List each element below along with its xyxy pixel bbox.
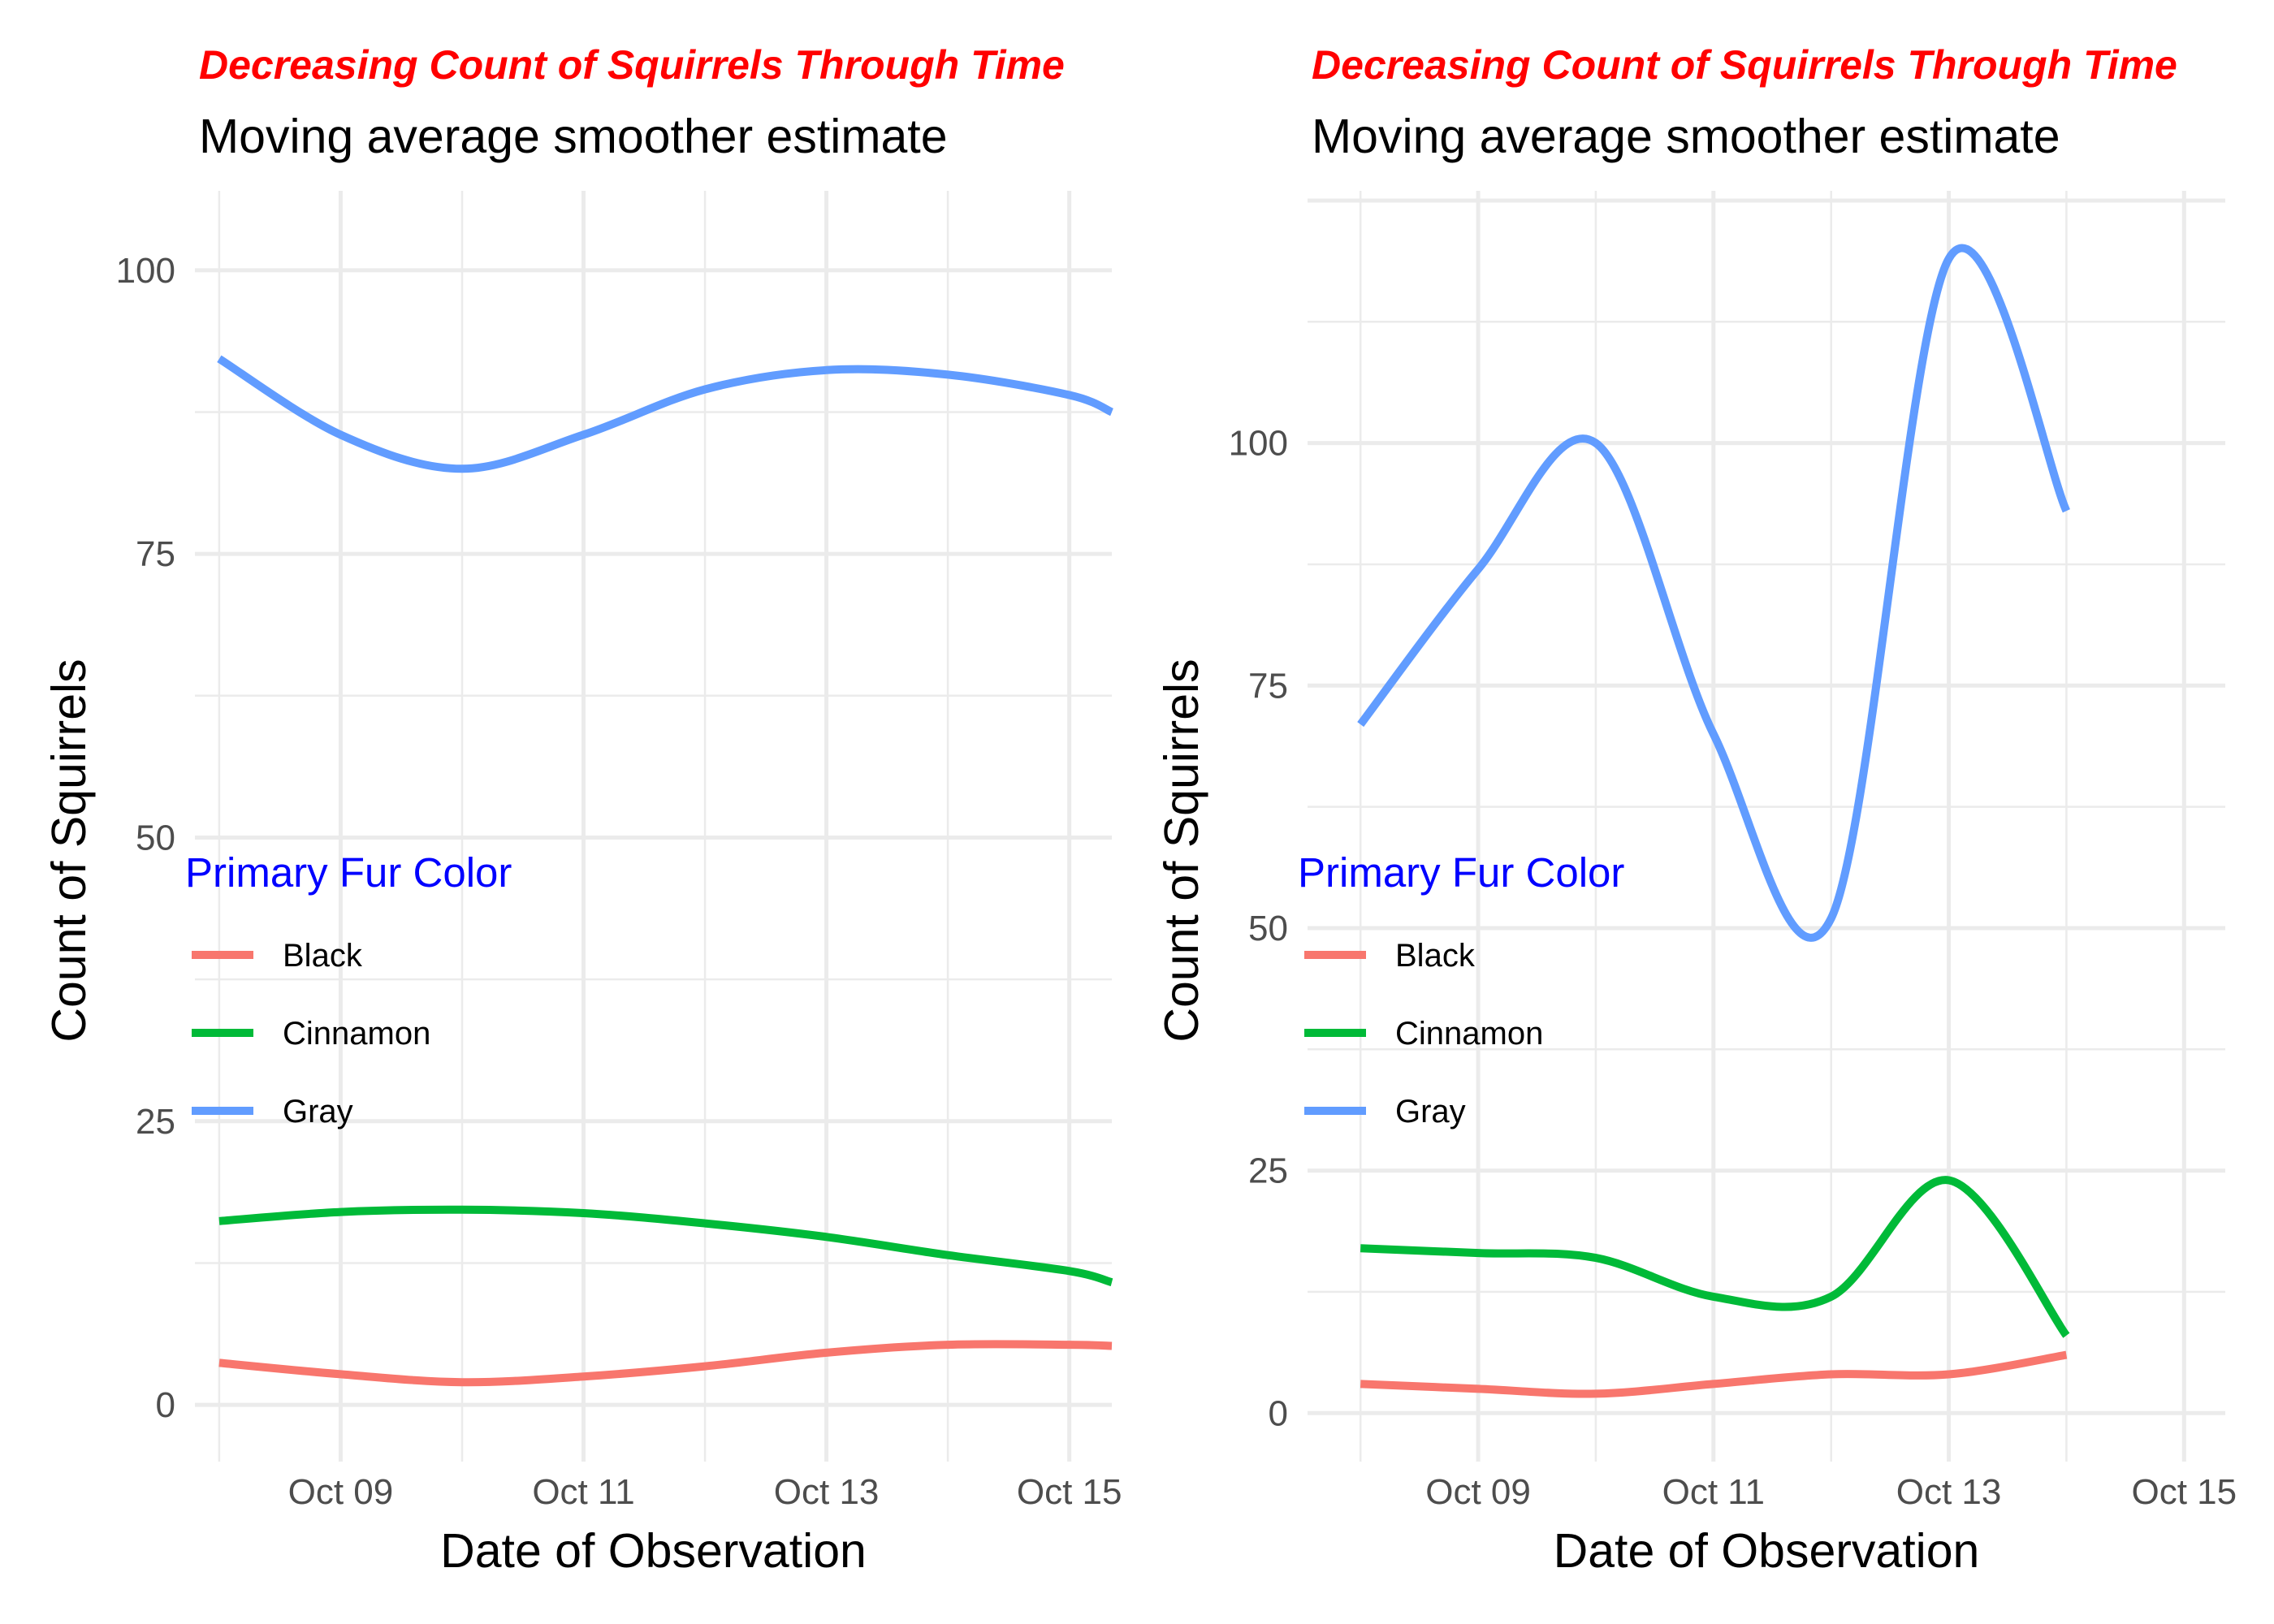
x-tick-labels: Oct 09 Oct 11 Oct 13 Oct 15	[1425, 1472, 2237, 1512]
gridlines	[1308, 191, 2225, 1462]
x-tick-labels: Oct 09 Oct 11 Oct 13 Oct 15	[288, 1472, 1122, 1512]
x-tick-label: Oct 15	[1017, 1472, 1122, 1512]
x-tick-label: Oct 09	[1425, 1472, 1531, 1512]
chart-subtitle: Moving average smoother estimate	[199, 110, 948, 163]
y-tick-label: 50	[136, 818, 175, 857]
x-tick-label: Oct 13	[774, 1472, 880, 1512]
chart-title: Decreasing Count of Squirrels Through Ti…	[1312, 42, 2177, 88]
chart-panel-right: Decreasing Count of Squirrels Through Ti…	[1155, 42, 2237, 1578]
y-axis-title: Count of Squirrels	[42, 659, 96, 1042]
legend-label-cinnamon: Cinnamon	[283, 1016, 430, 1052]
chart-subtitle: Moving average smoother estimate	[1312, 110, 2060, 163]
legend-title: Primary Fur Color	[1298, 849, 1624, 896]
series-lines	[1357, 244, 2070, 1398]
series-line-gray	[1357, 244, 2070, 942]
x-tick-label: Oct 11	[532, 1472, 634, 1512]
legend-label-black: Black	[1395, 938, 1476, 974]
y-tick-label: 0	[156, 1385, 175, 1425]
legend-label-black: Black	[283, 938, 363, 974]
y-tick-label: 50	[1248, 909, 1288, 948]
legend-title: Primary Fur Color	[185, 849, 512, 896]
y-tick-label: 25	[1248, 1151, 1288, 1191]
series-lines	[217, 355, 1114, 1387]
legend-label-gray: Gray	[1395, 1094, 1466, 1129]
x-axis-title: Date of Observation	[440, 1524, 867, 1578]
y-axis-title: Count of Squirrels	[1155, 659, 1208, 1042]
x-tick-label: Oct 15	[2131, 1472, 2237, 1512]
x-tick-label: Oct 09	[288, 1472, 394, 1512]
x-tick-label: Oct 11	[1662, 1472, 1765, 1512]
series-line-black	[218, 1340, 1113, 1387]
y-tick-labels: 0 25 50 75 100	[1229, 424, 1288, 1434]
y-tick-label: 75	[136, 534, 175, 574]
chart-panel-left: Decreasing Count of Squirrels Through Ti…	[42, 42, 1122, 1578]
y-tick-label: 25	[136, 1102, 175, 1142]
series-line-cinnamon	[218, 1205, 1113, 1287]
legend: Primary Fur Color Black Cinnamon Gray	[1298, 849, 1624, 1129]
chart-title: Decreasing Count of Squirrels Through Ti…	[199, 42, 1065, 88]
legend-label-cinnamon: Cinnamon	[1395, 1016, 1543, 1052]
y-tick-labels: 0 25 50 75 100	[116, 251, 175, 1425]
y-tick-label: 0	[1269, 1393, 1288, 1433]
y-tick-label: 75	[1248, 666, 1288, 706]
x-axis-title: Date of Observation	[1554, 1524, 1980, 1578]
series-line-black	[1360, 1350, 2068, 1398]
legend: Primary Fur Color Black Cinnamon Gray	[185, 849, 512, 1129]
gridlines	[195, 191, 1112, 1462]
x-tick-label: Oct 13	[1896, 1472, 2002, 1512]
y-tick-label: 100	[116, 251, 175, 291]
legend-label-gray: Gray	[283, 1094, 353, 1129]
series-line-cinnamon	[1360, 1176, 2070, 1338]
series-line-gray	[217, 355, 1114, 473]
y-tick-label: 100	[1229, 424, 1288, 464]
